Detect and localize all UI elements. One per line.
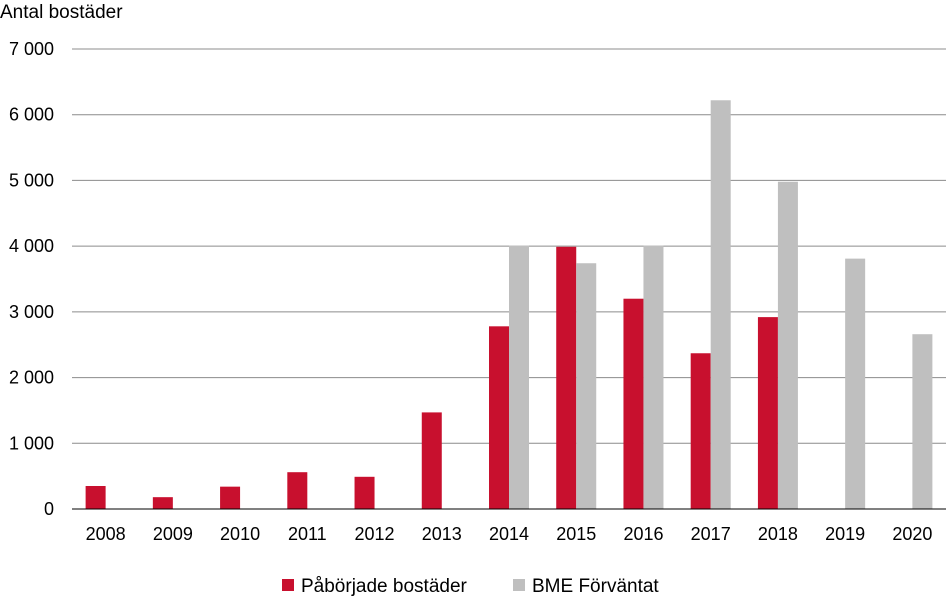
y-axis-ticks: 0 1 000 2 000 3 000 4 000 5 000 6 000 7 000 [9,39,54,519]
legend-label-paborjade: Påbörjade bostäder [301,576,468,597]
x-axis-ticks: 2008 2009 2010 2011 2012 2013 2014 2015 2016 2017… [86,524,933,544]
bar-paborjade-2018 [757,317,778,509]
x-tick-label: 2012 [355,524,395,544]
bar-bme-2018 [777,181,798,509]
x-tick-label: 2013 [422,524,462,544]
bar-bme-2019 [845,258,866,509]
x-tick-label: 2020 [892,524,932,544]
x-tick-label: 2018 [758,524,798,544]
bar-paborjade-2011 [287,472,308,509]
y-tick-label: 7 000 [9,39,54,59]
x-tick-label: 2011 [288,524,327,544]
bar-paborjade-2008 [85,486,106,509]
y-axis-title: Antal bostäder [0,2,123,23]
y-tick-label: 2 000 [9,368,54,388]
bar-paborjade-2014 [489,326,509,509]
y-tick-label: 0 [44,499,54,519]
bar-bme-2020 [912,334,933,509]
bar-paborjade-2009 [152,497,173,509]
legend-swatch-bme [513,579,525,591]
bar-bme-2015 [576,263,597,509]
x-tick-label: 2015 [556,524,596,544]
x-tick-label: 2010 [220,524,260,544]
y-tick-label: 5 000 [9,170,54,190]
bars [85,100,933,510]
x-tick-label: 2009 [153,524,193,544]
legend-swatch-paborjade [282,579,294,591]
legend-label-bme: BME Förväntat [532,576,659,597]
y-tick-label: 3 000 [9,302,54,322]
bar-paborjade-2012 [354,476,375,509]
bar-paborjade-2016 [623,298,644,509]
bar-bme-2016 [643,245,664,509]
bar-paborjade-2015 [556,246,577,510]
x-tick-label: 2017 [691,524,731,544]
bar-paborjade-2010 [220,486,241,509]
x-tick-label: 2014 [489,524,529,544]
bar-paborjade-2017 [690,353,711,509]
x-tick-label: 2008 [86,524,126,544]
bar-paborjade-2013 [421,412,442,509]
legend: Påbörjade bostäder BME Förväntat [282,576,659,597]
y-tick-label: 1 000 [9,433,54,453]
bar-bme-2014 [509,245,529,509]
y-tick-label: 4 000 [9,236,54,256]
y-tick-label: 6 000 [9,105,54,125]
x-tick-label: 2019 [825,524,865,544]
bar-bme-2017 [710,100,731,509]
x-tick-label: 2016 [623,524,663,544]
